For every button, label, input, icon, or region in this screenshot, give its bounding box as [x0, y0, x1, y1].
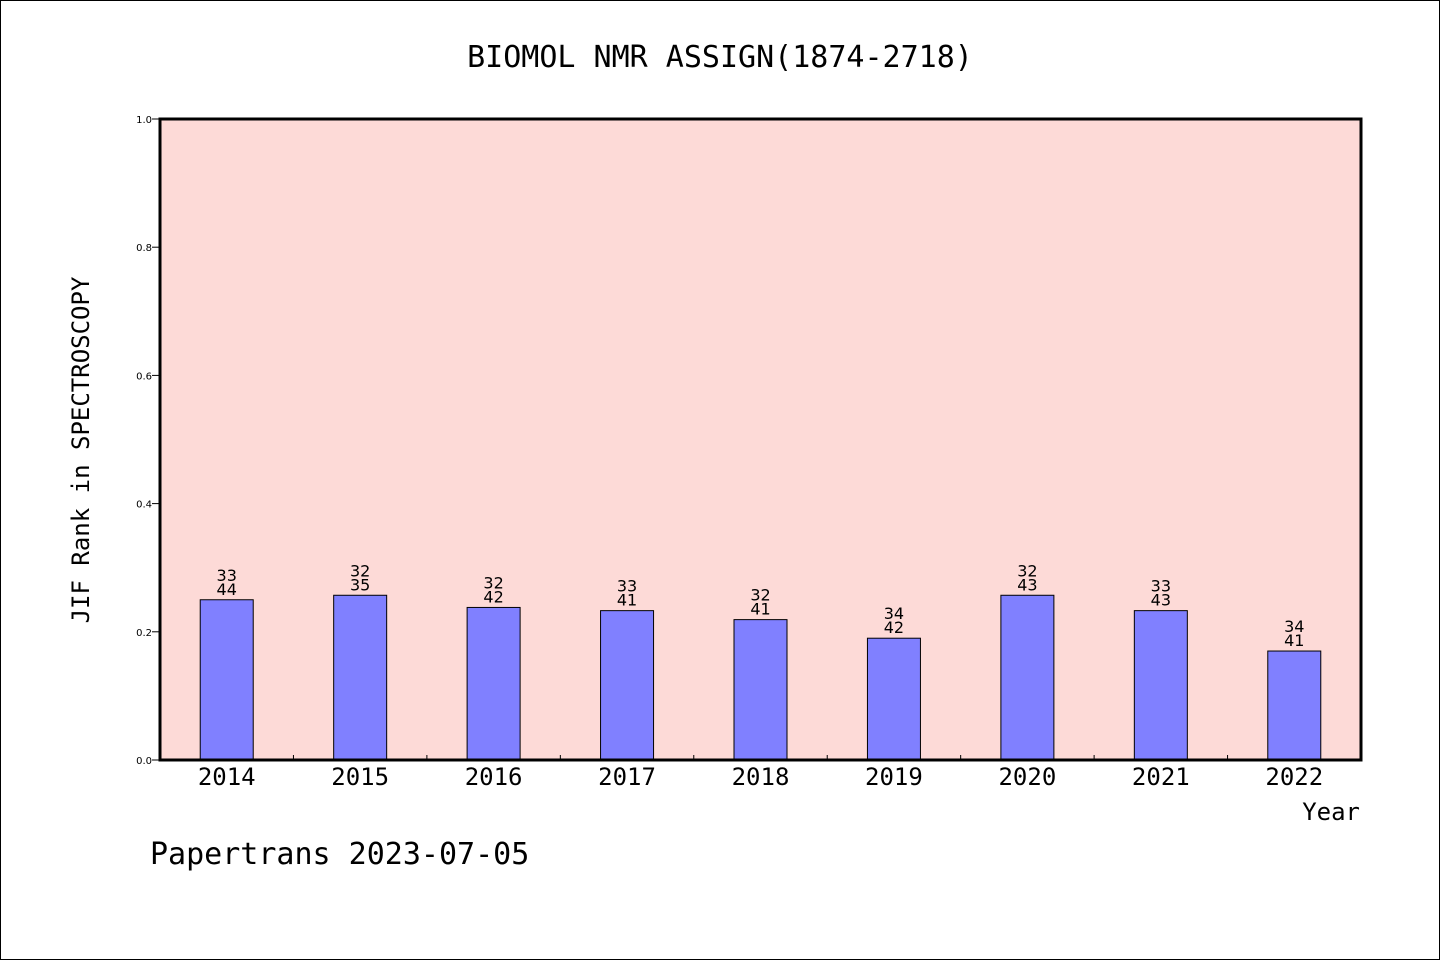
bar-total-label: 44	[217, 580, 237, 599]
bar-rank-label: 32	[1017, 561, 1037, 580]
bar-rank-label: 33	[217, 566, 237, 585]
x-axis-label: Year	[1302, 798, 1360, 826]
x-tick-label: 2022	[1265, 763, 1323, 791]
bar-total-label: 41	[750, 600, 770, 619]
y-tick-label: 0.8	[136, 243, 152, 254]
x-tick-label: 2020	[998, 763, 1056, 791]
y-tick-label: 0.6	[136, 371, 152, 382]
y-tick-label: 1.0	[136, 115, 152, 126]
bar-total-label: 35	[350, 575, 370, 594]
bar-total-label: 41	[1284, 631, 1304, 650]
bar-rank-label: 34	[884, 604, 904, 623]
chart-title: BIOMOL NMR ASSIGN(1874-2718)	[467, 40, 973, 75]
bar	[199, 599, 254, 761]
bar	[733, 619, 788, 761]
bar-rank-label: 34	[1284, 617, 1304, 636]
bar	[1133, 610, 1188, 761]
y-tick-label: 0.0	[136, 756, 152, 767]
footer-credit: Papertrans 2023-07-05	[150, 837, 529, 872]
bar-total-label: 42	[884, 618, 904, 637]
bar	[1267, 650, 1322, 761]
bar-total-label: 42	[483, 587, 503, 606]
y-tick-label: 0.2	[136, 628, 152, 639]
bar	[866, 637, 921, 761]
x-tick-label: 2016	[465, 763, 523, 791]
x-tick-label: 2017	[598, 763, 656, 791]
x-axis: 2014 2015 2016 2017 2018 2019 2020 2021 2022	[198, 755, 1323, 791]
bar-rank-label: 33	[617, 577, 637, 596]
bar	[600, 610, 655, 761]
bar-total-label: 41	[617, 591, 637, 610]
bar	[1000, 594, 1055, 761]
bar-rank-label: 32	[483, 573, 503, 592]
x-tick-label: 2014	[198, 763, 256, 791]
x-tick-label: 2015	[331, 763, 389, 791]
bar-rank-label: 33	[1151, 577, 1171, 596]
bar-rank-label: 32	[750, 586, 770, 605]
plot-border	[158, 117, 1363, 762]
x-tick-label: 2018	[732, 763, 790, 791]
y-axis-label: JIF Rank in SPECTROSCOPY	[67, 276, 95, 623]
y-tick-label: 0.4	[136, 500, 152, 511]
bar	[466, 606, 521, 761]
bar	[333, 594, 388, 761]
bar-total-label: 43	[1151, 591, 1171, 610]
x-tick-label: 2019	[865, 763, 923, 791]
bar-total-label: 43	[1017, 575, 1037, 594]
y-axis: 0.0 0.2 0.4 0.6 0.8 1.0	[136, 115, 160, 767]
x-tick-label: 2021	[1132, 763, 1190, 791]
bar-rank-label: 32	[350, 561, 370, 580]
